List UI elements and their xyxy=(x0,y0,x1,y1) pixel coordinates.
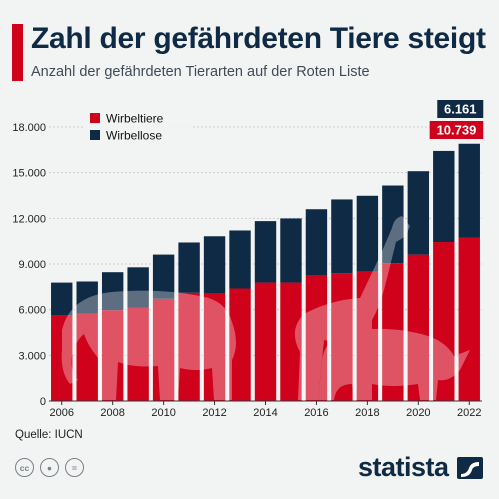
bars xyxy=(51,143,480,401)
x-tick-label: 2010 xyxy=(151,407,175,419)
bar-wirbellose-2014 xyxy=(254,221,277,283)
x-tick-label: 2020 xyxy=(406,407,430,419)
legend-background xyxy=(84,108,192,148)
bar-wirbellose-2007 xyxy=(76,281,98,314)
bar-wirbeltiere-2015 xyxy=(280,282,302,401)
bar-wirbeltiere-2006 xyxy=(51,315,73,401)
bar-wirbellose-2012 xyxy=(203,236,226,294)
annotation-box xyxy=(429,121,484,139)
x-axis-ticks: 2006 2008 2010 2012 2014 2016 2018 2020 2022 xyxy=(49,401,482,419)
bar-wirbeltiere-2013 xyxy=(229,288,251,401)
bar-wirbeltiere-2022 xyxy=(458,237,480,401)
legend-entry: Wirbellose xyxy=(106,129,162,143)
value-annotations: 6.161 10.739 xyxy=(429,100,484,139)
legend-entry: Wirbeltiere xyxy=(106,112,164,126)
accent-bar xyxy=(12,24,23,81)
bar-wirbeltiere-2008 xyxy=(101,310,124,401)
bar-wirbellose-2015 xyxy=(280,218,302,283)
bar-wirbellose-2020 xyxy=(407,171,430,255)
bar-wirbellose-2016 xyxy=(305,209,328,276)
y-tick-label: 0 xyxy=(40,396,46,408)
x-tick-label: 2018 xyxy=(355,407,379,419)
bar-wirbeltiere-2016 xyxy=(305,275,328,401)
annotation-label: 6.161 xyxy=(444,102,477,117)
giraffe-silhouette xyxy=(294,216,410,400)
bar-wirbeltiere-2012 xyxy=(203,293,226,401)
elephant-silhouette xyxy=(61,290,236,400)
license-icons: cc ● = xyxy=(15,458,84,477)
annotation-label: 10.739 xyxy=(437,123,477,138)
bar-wirbellose-2008 xyxy=(101,272,124,311)
x-tick-label: 2012 xyxy=(202,407,226,419)
x-tick-label: 2006 xyxy=(49,407,73,419)
bar-wirbellose-2022 xyxy=(458,143,480,238)
x-tick-label: 2022 xyxy=(457,407,481,419)
bar-wirbeltiere-2019 xyxy=(382,263,404,401)
legend: Wirbeltiere Wirbellose xyxy=(84,108,192,148)
page-subtitle: Anzahl der gefährdeten Tierarten auf der… xyxy=(31,64,370,80)
y-tick-label: 6.000 xyxy=(18,305,46,317)
bar-wirbeltiere-2009 xyxy=(127,307,149,401)
statista-logo-icon xyxy=(457,457,483,479)
bar-wirbeltiere-2020 xyxy=(407,254,430,401)
source-note: Quelle: IUCN xyxy=(15,429,83,441)
bar-wirbeltiere-2017 xyxy=(331,273,353,401)
bar-wirbeltiere-2018 xyxy=(356,271,379,401)
x-tick-label: 2008 xyxy=(100,407,124,419)
bar-wirbellose-2006 xyxy=(51,282,73,316)
bar-wirbeltiere-2021 xyxy=(433,242,455,401)
legend-swatch xyxy=(90,113,100,123)
legend-swatch xyxy=(90,130,100,140)
bar-wirbellose-2017 xyxy=(331,199,353,274)
y-axis-ticks: 0 3.000 6.000 9.000 12.000 15.000 18.000 xyxy=(12,122,46,408)
bar-wirbeltiere-2010 xyxy=(152,298,175,401)
bar-wirbellose-2009 xyxy=(127,267,149,308)
y-tick-label: 15.000 xyxy=(12,168,46,180)
annotation-box xyxy=(437,100,484,118)
bar-wirbeltiere-2014 xyxy=(254,282,277,401)
bar-wirbellose-2019 xyxy=(382,185,404,264)
bar-wirbellose-2013 xyxy=(229,230,251,289)
by-icon[interactable]: ● xyxy=(40,458,59,477)
cc-icon[interactable]: cc xyxy=(15,458,34,477)
bar-wirbellose-2010 xyxy=(152,254,175,299)
bar-wirbellose-2018 xyxy=(356,195,379,272)
page-title: Zahl der gefährdeten Tiere steigt xyxy=(31,22,486,55)
y-tick-label: 18.000 xyxy=(12,122,46,134)
y-tick-label: 12.000 xyxy=(12,213,46,225)
bar-wirbellose-2011 xyxy=(178,242,200,293)
bar-wirbellose-2021 xyxy=(433,150,455,243)
rhino-silhouette xyxy=(318,328,470,400)
y-tick-label: 3.000 xyxy=(18,350,46,362)
y-tick-label: 9.000 xyxy=(18,259,46,271)
x-tick-label: 2014 xyxy=(253,407,277,419)
animal-silhouettes xyxy=(61,216,470,400)
x-tick-label: 2016 xyxy=(304,407,328,419)
bar-wirbeltiere-2011 xyxy=(178,292,200,401)
statista-logo-text[interactable]: statista xyxy=(358,452,449,482)
bar-wirbeltiere-2007 xyxy=(76,313,98,401)
nd-icon[interactable]: = xyxy=(65,458,84,477)
